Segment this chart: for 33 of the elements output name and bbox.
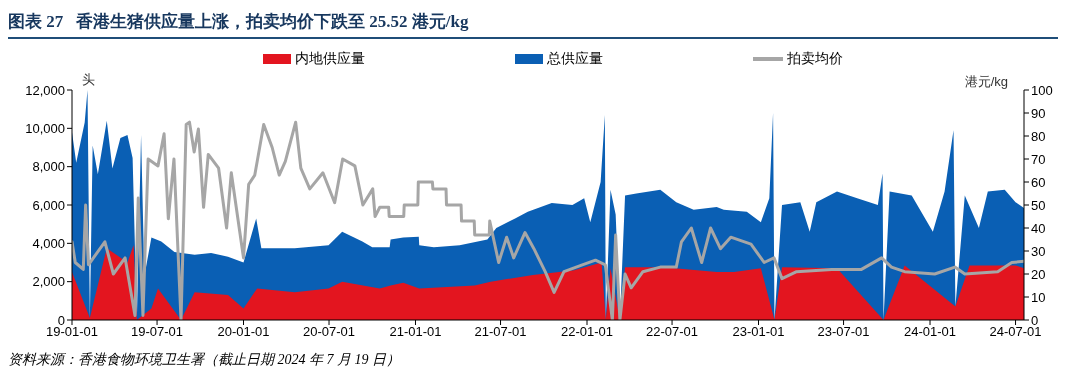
y-axis-title: 头 bbox=[82, 71, 95, 89]
y2-tick-label: 20 bbox=[1031, 266, 1046, 282]
legend-label: 拍卖均价 bbox=[787, 50, 843, 68]
y2-tick-label: 30 bbox=[1031, 243, 1046, 259]
legend-label: 内地供应量 bbox=[295, 50, 365, 68]
y-tick-label: 12,000 bbox=[25, 82, 65, 98]
x-tick-label: 21-07-01 bbox=[474, 324, 527, 340]
text: 资料来源：香港食物环境卫生署（截止日期 2024 年 7 月 19 日） bbox=[8, 351, 401, 369]
y-tick-label: 10,000 bbox=[25, 120, 65, 136]
x-tick-label: 22-07-01 bbox=[646, 324, 699, 340]
y2-tick-label: 60 bbox=[1031, 174, 1046, 190]
x-tick-label: 22-01-01 bbox=[560, 324, 614, 340]
y2-tick-label: 90 bbox=[1031, 105, 1046, 121]
x-tick-label: 20-07-01 bbox=[303, 324, 356, 340]
y-tick-label: 4,000 bbox=[32, 235, 65, 251]
y2-tick-label: 50 bbox=[1031, 197, 1046, 213]
x-tick-label: 20-01-01 bbox=[217, 324, 270, 340]
y2-axis-title: 港元/kg bbox=[964, 73, 1008, 91]
y2-tick-label: 100 bbox=[1031, 82, 1053, 98]
y2-tick-label: 10 bbox=[1031, 289, 1046, 305]
x-tick-label: 24-01-01 bbox=[904, 324, 957, 340]
x-tick-label: 19-07-01 bbox=[131, 324, 184, 340]
y2-tick-label: 70 bbox=[1031, 151, 1046, 167]
y2-tick-label: 40 bbox=[1031, 220, 1046, 236]
y-tick-label: 8,000 bbox=[32, 159, 65, 175]
y-tick-label: 2,000 bbox=[32, 274, 65, 290]
x-tick-label: 21-01-01 bbox=[389, 324, 442, 340]
chart-title: 图表 27 香港生猪供应量上涨，拍卖均价下跌至 25.52 港元/kg bbox=[8, 8, 1058, 39]
x-tick-label: 23-01-01 bbox=[732, 324, 785, 340]
y-tick-label: 6,000 bbox=[32, 197, 65, 213]
legend-label: 总供应量 bbox=[547, 50, 603, 68]
x-tick-label: 23-07-01 bbox=[817, 324, 870, 340]
y2-tick-label: 80 bbox=[1031, 128, 1046, 144]
